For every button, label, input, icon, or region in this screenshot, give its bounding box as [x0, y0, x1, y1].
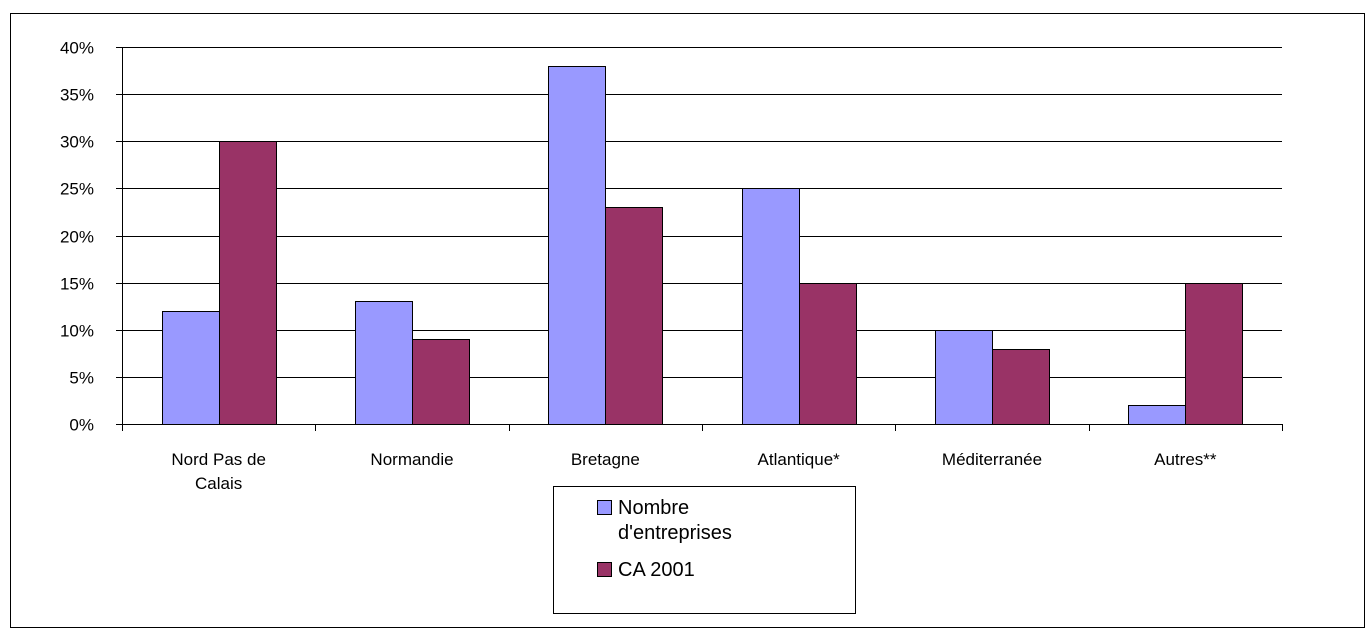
gridlines [122, 47, 1282, 378]
y-tick-label: 25% [60, 180, 94, 199]
axes [116, 47, 1283, 431]
legend-label: Nombre d'entreprises [618, 497, 732, 544]
y-tick-label: 0% [69, 416, 94, 435]
x-tick-label: Bretagne [571, 450, 640, 469]
bar-series0-cat2 [548, 66, 606, 425]
y-tick-label: 5% [69, 369, 94, 388]
x-tick-label: Normandie [370, 450, 453, 469]
x-tick-labels: Nord Pas de Calais Normandie Bretagne Atlant… [171, 450, 1216, 493]
x-tick-label: Autres** [1154, 450, 1217, 469]
bar-series1-cat2 [605, 207, 663, 425]
bar-series1-cat0 [219, 141, 277, 425]
x-tick-label: Méditerranée [942, 450, 1042, 469]
y-tick-label: 15% [60, 275, 94, 294]
legend-label: CA 2001 [618, 559, 695, 581]
bar-series0-cat4 [935, 330, 993, 425]
bar-series0-cat3 [742, 188, 800, 425]
y-tick-label: 20% [60, 228, 94, 247]
y-tick-label: 35% [60, 86, 94, 105]
x-tick-label: Nord Pas de Calais [171, 450, 266, 493]
bars [162, 66, 1243, 425]
bar-series1-cat3 [799, 283, 857, 425]
legend-swatch [597, 562, 612, 577]
legend: Nombre d'entreprises CA 2001 [553, 486, 856, 614]
bar-series1-cat5 [1185, 283, 1243, 425]
bar-series0-cat0 [162, 311, 220, 425]
y-tick-label: 40% [60, 39, 94, 58]
x-tick-label: Atlantique* [758, 450, 841, 469]
y-tick-labels: 0% 5% 10% 15% 20% 25% 30% 35% 40% [60, 39, 94, 435]
bar-series0-cat5 [1128, 405, 1186, 425]
y-tick-label: 10% [60, 322, 94, 341]
bar-series1-cat4 [992, 349, 1050, 425]
legend-swatch [597, 500, 612, 515]
bar-series0-cat1 [355, 301, 413, 425]
y-tick-label: 30% [60, 133, 94, 152]
bar-series1-cat1 [412, 339, 470, 425]
